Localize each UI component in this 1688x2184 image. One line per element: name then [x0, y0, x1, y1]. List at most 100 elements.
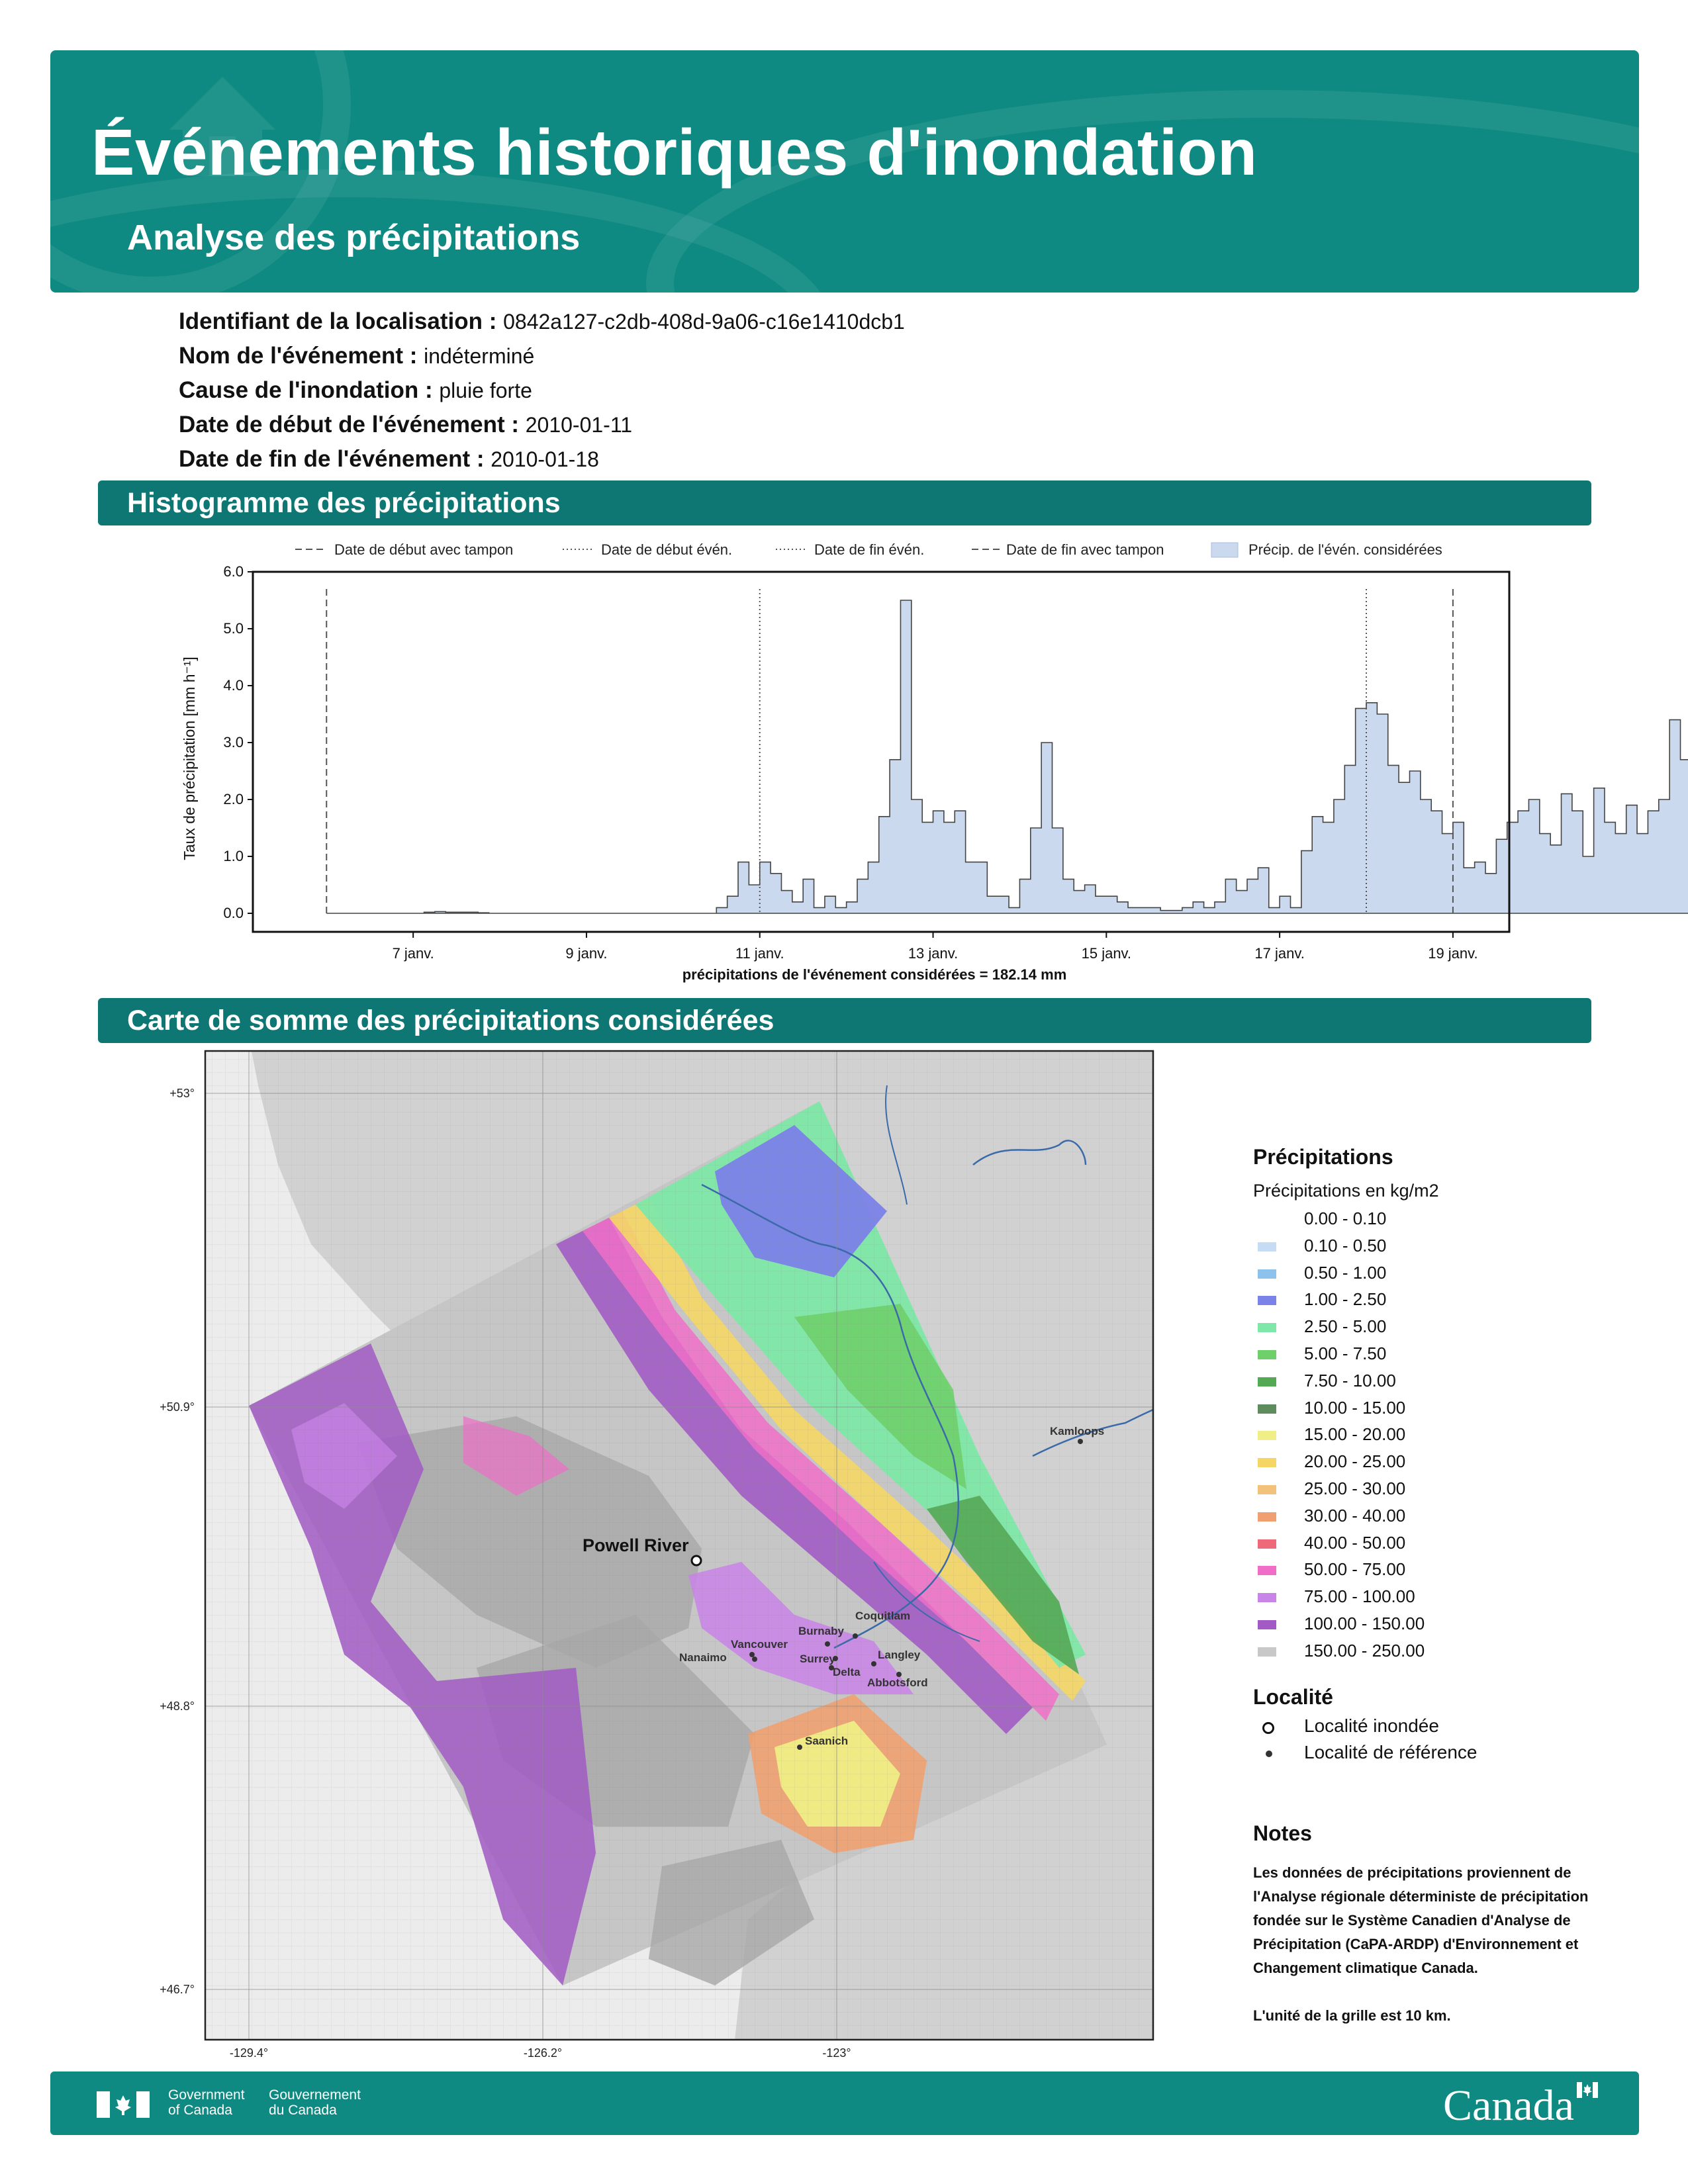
- legend-swatch: [1258, 1215, 1276, 1224]
- notes-grid-unit: L'unité de la grille est 10 km.: [1253, 2007, 1451, 2024]
- legend-swatch: [1258, 1350, 1276, 1359]
- canada-wordmark: Canada: [1443, 2081, 1574, 2130]
- x-tick-label: 19 janv.: [1428, 945, 1477, 962]
- x-tick-label: 17 janv.: [1254, 945, 1304, 962]
- legend-swatch: [1258, 1593, 1276, 1603]
- legend-bin-label: 10.00 - 15.00: [1304, 1397, 1406, 1418]
- x-tick-label: 9 janv.: [565, 945, 607, 962]
- flooded-locality-marker: [690, 1555, 702, 1567]
- start-date-value: 2010-01-11: [525, 413, 633, 437]
- notes-title: Notes: [1253, 1821, 1312, 1845]
- legend-bin-label: 25.00 - 30.00: [1304, 1479, 1406, 1498]
- legend-buffer-start: Date de début avec tampon: [334, 541, 513, 558]
- x-tick-label: 7 janv.: [393, 945, 434, 962]
- location-id-value: 0842a127-c2db-408d-9a06-c16e1410dcb1: [503, 310, 905, 334]
- place-powell-river: Powell River: [583, 1535, 689, 1555]
- legend-bin-label: 150.00 - 250.00: [1304, 1640, 1425, 1661]
- locality-legend-title: Localité: [1253, 1685, 1333, 1709]
- map-section-header: Carte de somme des précipitations consid…: [98, 998, 1591, 1043]
- map-frame: [204, 1050, 1154, 2041]
- x-axis-label: précipitations de l'événement considérée…: [682, 966, 1067, 983]
- flooded-locality-icon: [1261, 1721, 1276, 1735]
- legend-bin-label: 0.00 - 0.10: [1304, 1208, 1387, 1228]
- lat-label-48.8: +48.8°: [160, 1700, 195, 1713]
- legend-bin-label: 0.10 - 0.50: [1304, 1235, 1387, 1255]
- end-date-value: 2010-01-18: [491, 447, 599, 471]
- lat-label-46.7: +46.7°: [160, 1983, 195, 1996]
- legend-swatch: [1258, 1620, 1276, 1629]
- precipitation-histogram: Date de début avec tampon Date de début …: [181, 541, 1688, 983]
- notes-text-block: Les données de précipitations proviennen…: [1253, 1861, 1604, 2028]
- reference-locality-label: Localité de référence: [1304, 1742, 1477, 1762]
- legend-swatch: [1258, 1269, 1276, 1279]
- place-abbotsford: Abbotsford: [867, 1676, 928, 1689]
- gov-en-line2: of Canada: [168, 2103, 232, 2118]
- gov-en-line1: Government: [168, 2087, 245, 2103]
- legend-bin-label: 30.00 - 40.00: [1304, 1505, 1406, 1525]
- legend-event-end: Date de fin évén.: [814, 541, 924, 558]
- plot-frame: [252, 570, 1511, 933]
- canada-flag-icon: [97, 2091, 150, 2118]
- fraser-river: [701, 1183, 960, 1649]
- y-tick-label: 2.0: [223, 791, 244, 807]
- y-tick-label: 1.0: [223, 848, 244, 864]
- lon-label-126.2: -126.2°: [524, 2046, 562, 2060]
- flood-cause-value: pluie forte: [439, 379, 532, 402]
- legend-swatch: [1258, 1431, 1276, 1441]
- legend-event-precip: Précip. de l'évén. considérées: [1248, 541, 1442, 558]
- legend-swatch: [1258, 1377, 1276, 1387]
- place-nanaimo: Nanaimo: [679, 1651, 727, 1664]
- x-tick-label: 15 janv.: [1082, 945, 1131, 962]
- event-name-value: indéterminé: [424, 344, 535, 368]
- gov-fr-line2: du Canada: [269, 2103, 337, 2118]
- legend-swatch: [1258, 1323, 1276, 1333]
- legend-bin-label: 15.00 - 20.00: [1304, 1424, 1406, 1445]
- legend-bin-label: 1.00 - 2.50: [1304, 1289, 1387, 1310]
- start-date-label: Date de début de l'événement :: [179, 412, 519, 437]
- legend-event-start: Date de début évén.: [601, 541, 732, 558]
- legend-swatch: [1258, 1647, 1276, 1657]
- place-kamloops: Kamloops: [1050, 1425, 1104, 1437]
- legend-swatch: [1258, 1296, 1276, 1306]
- lat-label-50.9: +50.9°: [160, 1400, 195, 1414]
- legend-swatch: [1258, 1512, 1276, 1522]
- legend-swatch: [1258, 1242, 1276, 1251]
- flood-cause-label: Cause de l'inondation :: [179, 377, 433, 403]
- y-tick-label: 5.0: [223, 620, 244, 637]
- legend-bin-label: 40.00 - 50.00: [1304, 1532, 1406, 1553]
- flooded-locality-label: Localité inondée: [1304, 1715, 1439, 1736]
- title-banner: Événements historiques d'inondation Anal…: [50, 50, 1639, 293]
- lake: [972, 1140, 1087, 1165]
- thompson-river: [1032, 1408, 1153, 1457]
- lon-label-123: -123°: [822, 2046, 851, 2060]
- x-tick-label: 11 janv.: [735, 945, 784, 962]
- legend-bin-label: 75.00 - 100.00: [1304, 1586, 1415, 1607]
- event-info: Identifiant de la localisation : 0842a12…: [179, 304, 905, 477]
- legend-title: Précipitations: [1253, 1145, 1393, 1169]
- wordmark-flag-icon: [1577, 2082, 1598, 2098]
- river-lower: [873, 1561, 980, 1642]
- legend-bin-label: 0.50 - 1.00: [1304, 1262, 1387, 1283]
- x-tick-label: 13 janv.: [908, 945, 958, 962]
- river-north: [884, 1085, 908, 1205]
- location-id-label: Identifiant de la localisation :: [179, 308, 497, 334]
- y-tick-label: 6.0: [223, 563, 244, 580]
- y-tick-label: 4.0: [223, 677, 244, 694]
- legend-bin-label: 5.00 - 7.50: [1304, 1343, 1387, 1363]
- legend-swatch: [1258, 1485, 1276, 1494]
- place-coquitlam: Coquitlam: [855, 1610, 910, 1622]
- place-surrey: Surrey: [800, 1653, 835, 1665]
- legend-swatch: [1258, 1539, 1276, 1549]
- page-subtitle: Analyse des précipitations: [127, 218, 581, 257]
- page-title: Événements historiques d'inondation: [91, 116, 1258, 189]
- legend-buffer-end: Date de fin avec tampon: [1006, 541, 1164, 558]
- reference-locality-icon: [1266, 1751, 1272, 1757]
- notes-text: Les données de précipitations proviennen…: [1253, 1864, 1589, 1976]
- histogram-legend: Date de début avec tampon Date de début …: [295, 541, 1442, 558]
- gov-fr-line1: Gouvernement: [269, 2087, 361, 2103]
- legend-bin-label: 2.50 - 5.00: [1304, 1316, 1387, 1337]
- event-name-label: Nom de l'événement :: [179, 343, 418, 369]
- footer-bar: Government of Canada Gouvernement du Can…: [50, 2071, 1639, 2135]
- legend-subtitle: Précipitations en kg/m2: [1253, 1181, 1439, 1201]
